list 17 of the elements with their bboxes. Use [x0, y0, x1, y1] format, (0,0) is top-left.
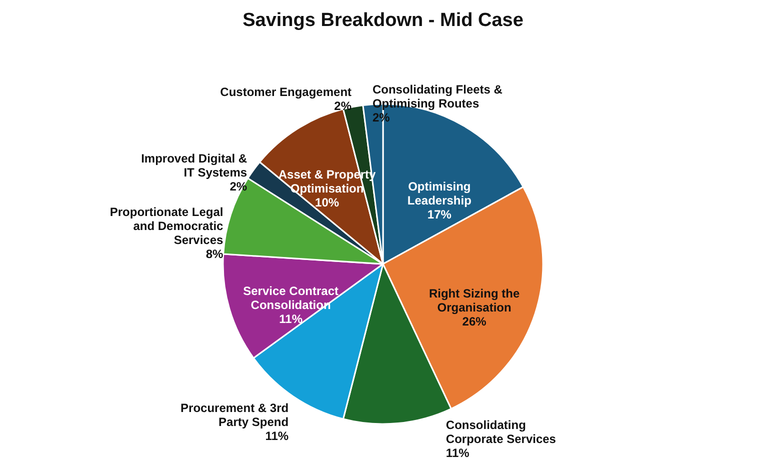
slice-label: Customer Engagement [220, 84, 352, 99]
data-label: 11% [279, 312, 303, 326]
data-label: 17% [427, 207, 452, 222]
data-label: 2% [334, 98, 352, 113]
slice-label: Procurement & 3rd Party Spend [180, 400, 289, 429]
slice-label: Consolidating Fleets & Optimising Routes [372, 82, 503, 110]
slice-label: Improved Digital & IT Systems [141, 151, 248, 180]
slice-label: Proportionate Legal and Democratic Services [110, 205, 224, 248]
slice-label: Consolidating Corporate Services [446, 418, 556, 446]
data-label: 11% [446, 446, 470, 460]
data-label: 8% [206, 247, 224, 262]
data-label: 10% [315, 195, 340, 210]
chart-title: Savings Breakdown - Mid Case [242, 10, 524, 31]
data-label: 26% [462, 314, 487, 329]
data-label: 11% [265, 428, 289, 443]
slice-label: Optimising Leadership [407, 179, 472, 208]
slice-label: Right Sizing the Organisation [428, 286, 520, 315]
